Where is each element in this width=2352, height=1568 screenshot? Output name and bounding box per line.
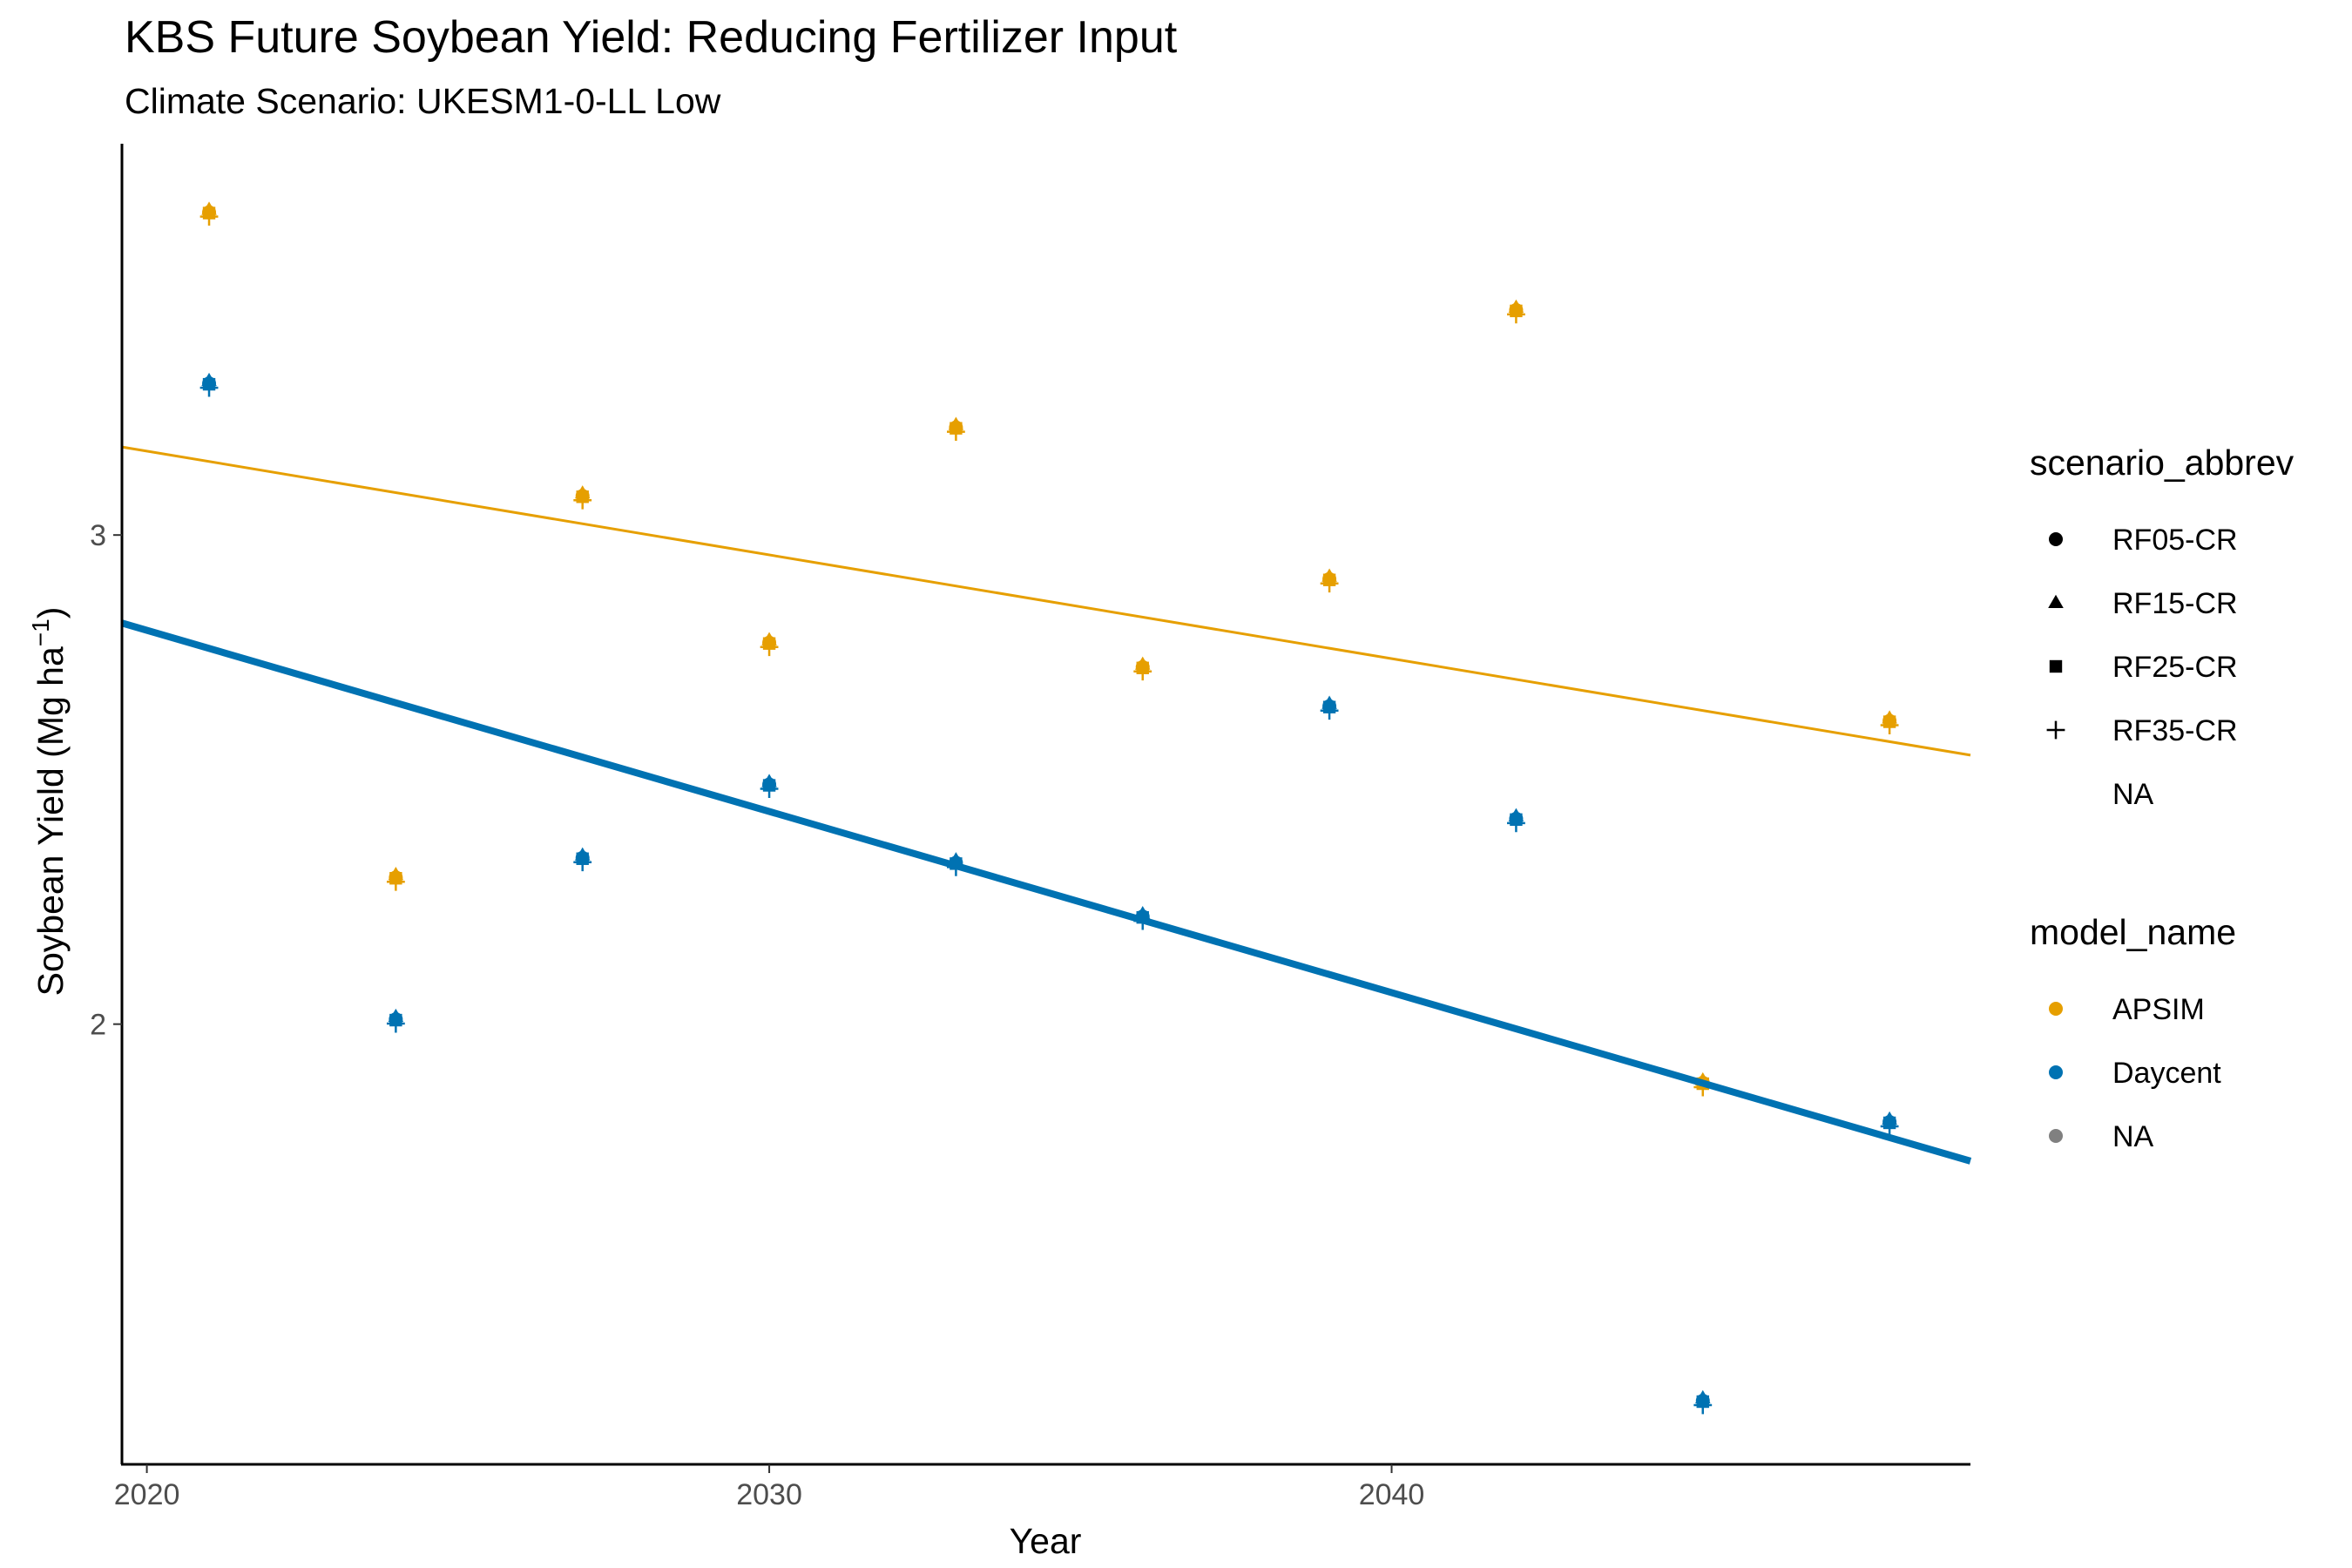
legend-key-triangle	[2048, 594, 2064, 608]
legend-label: RF35-CR	[2112, 714, 2238, 747]
x-tick-label: 2020	[114, 1478, 180, 1511]
y-axis-title-main: Soybean Yield (Mg ha	[30, 646, 71, 996]
legend-title: model_name	[2030, 912, 2236, 952]
y-axis-title: Soybean Yield (Mg ha−1)	[27, 607, 71, 997]
legend-label: RF05-CR	[2112, 524, 2238, 557]
trend-line-apsim	[121, 445, 1971, 757]
data-point-circle	[762, 777, 777, 792]
data-point-circle	[1509, 811, 1524, 826]
data-point-circle	[1882, 713, 1897, 728]
data-point-circle	[575, 489, 590, 504]
legend-label: Daycent	[2112, 1057, 2221, 1090]
legend-key-plus	[2046, 720, 2065, 740]
legend-1: model_name APSIM Daycent NA	[2030, 912, 2236, 1153]
legend-label: RF25-CR	[2112, 651, 2238, 684]
legend-key-circle	[2049, 532, 2063, 546]
data-point-circle	[1322, 699, 1337, 713]
x-axis-title: Year	[1010, 1521, 1082, 1561]
data-point-circle	[1882, 1114, 1897, 1129]
data-point-circle	[389, 1012, 403, 1027]
x-tick-label: 2030	[736, 1478, 802, 1511]
chart-title: KBS Future Soybean Yield: Reducing Ferti…	[125, 12, 1178, 63]
x-tick-label: 2040	[1359, 1478, 1425, 1511]
legends: scenario_abbrev RF05-CR RF15-CR RF25-CR RF35…	[2030, 443, 2295, 1153]
data-point-circle	[1509, 302, 1524, 317]
data-point-circle	[202, 376, 217, 391]
y-tick-label: 2	[90, 1009, 106, 1042]
data-point-circle	[575, 850, 590, 865]
legend-label: NA	[2112, 778, 2154, 811]
trend-line-daycent	[120, 619, 1972, 1165]
series-apsim	[199, 201, 1899, 1097]
y-tick-label: 3	[90, 519, 106, 552]
legend-label: APSIM	[2112, 993, 2205, 1026]
legend-key-circle	[2049, 1002, 2063, 1016]
plot-area	[120, 201, 1972, 1415]
chart-subtitle: Climate Scenario: UKESM1-0-LL Low	[125, 81, 721, 121]
legend-label: NA	[2112, 1120, 2154, 1153]
data-point-circle	[1695, 1394, 1710, 1409]
data-point-circle	[389, 870, 403, 885]
x-ticks: 2020 2030 2040	[114, 1464, 1425, 1511]
data-point-circle	[1322, 571, 1337, 586]
legend-0: scenario_abbrev RF05-CR RF15-CR RF25-CR RF35…	[2030, 443, 2295, 811]
legend-key-circle	[2049, 1129, 2063, 1143]
y-ticks: 23	[90, 519, 122, 1042]
legend-key-square	[2049, 659, 2063, 673]
legend-title: scenario_abbrev	[2030, 443, 2295, 483]
data-point-circle	[949, 420, 963, 435]
y-axis-title-exponent: −1	[27, 618, 54, 646]
y-axis-title-close: )	[30, 607, 71, 619]
data-point-circle	[202, 205, 217, 220]
legend-key-circle	[2049, 1065, 2063, 1079]
legend-label: RF15-CR	[2112, 587, 2238, 620]
data-point-circle	[762, 635, 777, 650]
data-point-circle	[1135, 659, 1150, 674]
